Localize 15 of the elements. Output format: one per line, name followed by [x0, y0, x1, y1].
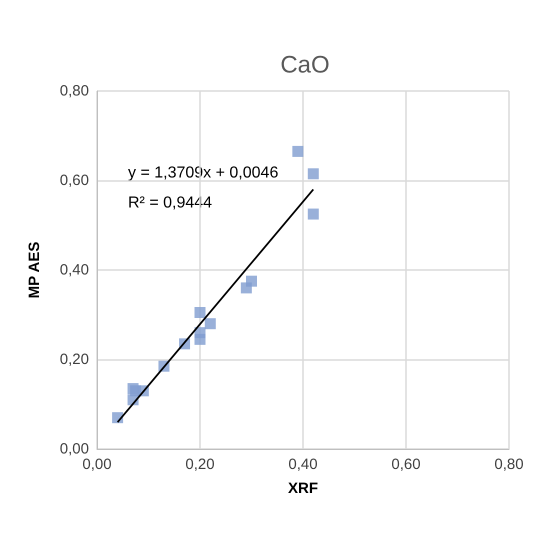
y-tick-label: 0,40 — [60, 262, 89, 278]
x-tick-label: 0,60 — [391, 456, 421, 473]
chart-title: CaO — [280, 52, 330, 78]
x-axis-title: XRF — [288, 480, 318, 497]
y-tick-label: 0,80 — [60, 82, 89, 100]
x-tick-label: 0,00 — [82, 456, 112, 473]
x-tick-label: 0,20 — [185, 456, 215, 473]
y-tick-label: 0,60 — [60, 172, 89, 189]
y-tick-label: 0,00 — [60, 440, 89, 458]
annotation: y = 1,3709x + 0,0046 — [128, 164, 278, 182]
x-tick-label: 0,40 — [288, 456, 318, 473]
y-tick-label: 0,20 — [60, 351, 89, 368]
x-tick-label: 0,80 — [494, 456, 524, 473]
annotation: R² = 0,9444 — [128, 194, 212, 212]
y-axis-title: MP AES — [26, 242, 43, 298]
